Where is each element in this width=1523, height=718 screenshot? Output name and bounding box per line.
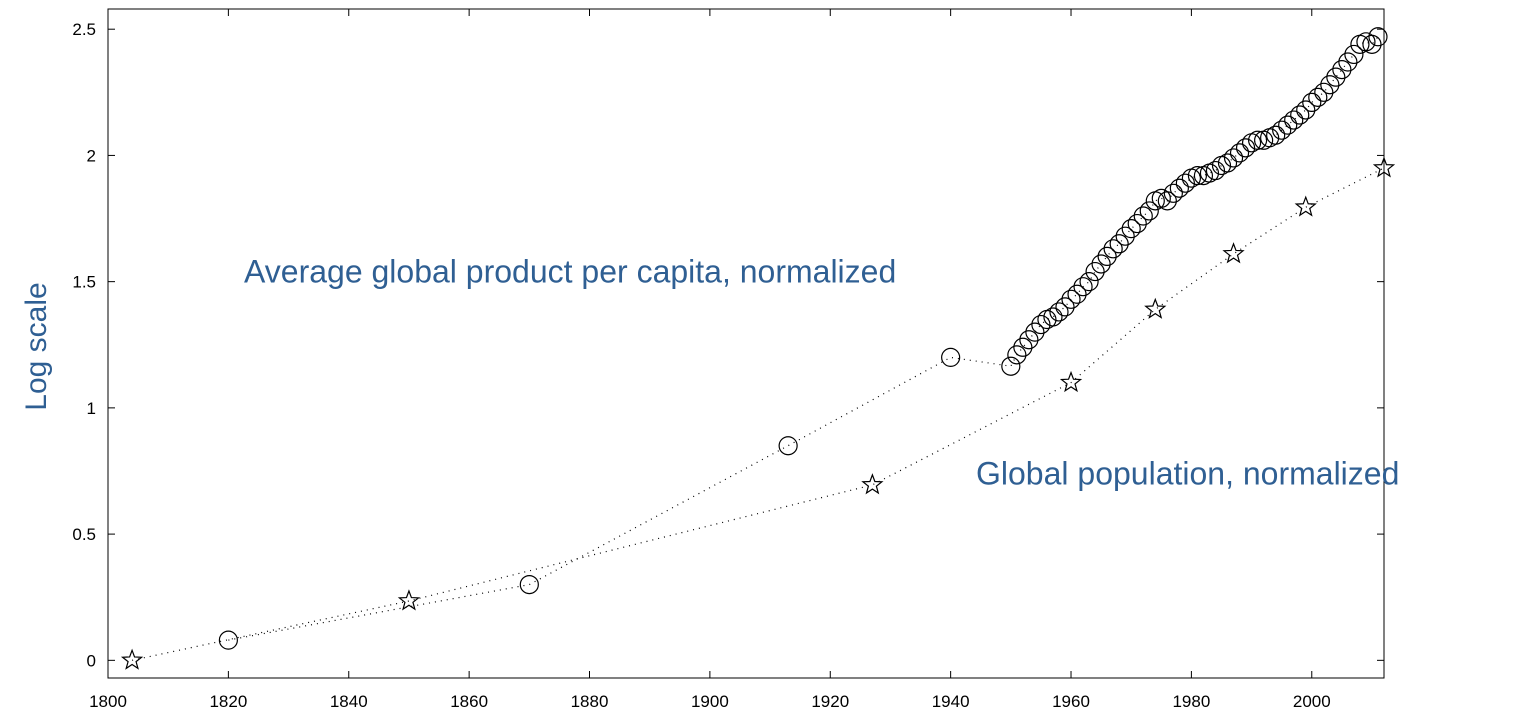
gdp-point xyxy=(1001,356,1021,376)
gdp-point xyxy=(1326,67,1346,87)
x-tick-label: 1880 xyxy=(571,692,609,711)
gdp-point xyxy=(1362,34,1382,54)
gdp-point xyxy=(1139,201,1159,221)
gdp-point xyxy=(1217,153,1238,173)
gdp-point xyxy=(1043,307,1063,327)
x-tick-label: 1960 xyxy=(1052,692,1090,711)
gdp-point xyxy=(1229,143,1250,163)
y-tick-label: 0.5 xyxy=(72,525,96,544)
y-tick-label: 1 xyxy=(87,399,96,418)
y-tick-label: 0 xyxy=(87,651,96,670)
y-axis-label: Log scale xyxy=(20,282,53,410)
gdp-point xyxy=(1031,314,1051,335)
x-axis-tick-labels: 1800 1820 1840 1860 1880 1900 1920 1940 1960 1980… xyxy=(89,692,1331,711)
y-tick-label: 1.5 xyxy=(72,273,96,292)
y-axis-tick-labels: 0 0.5 1 1.5 2 2.5 xyxy=(72,20,96,670)
gdp-point xyxy=(1205,160,1226,181)
gdp-point xyxy=(1025,322,1045,342)
gdp-point xyxy=(1344,44,1364,65)
gdp-point xyxy=(1013,337,1033,357)
gdp-point xyxy=(1272,120,1292,140)
gdp-point xyxy=(1290,105,1310,125)
gdp-point xyxy=(1103,239,1123,259)
gdp-point xyxy=(1109,234,1129,254)
gdp-point xyxy=(1338,52,1358,72)
gdp-point xyxy=(1278,115,1298,135)
gdp-point xyxy=(1097,246,1117,267)
gdp-point xyxy=(1235,138,1256,158)
axis-ticks xyxy=(107,9,1384,678)
gdp-point xyxy=(1157,191,1177,211)
gdp-point xyxy=(1007,345,1027,365)
population-point xyxy=(861,473,884,495)
gdp-point xyxy=(1049,302,1069,322)
gdp-point xyxy=(1368,27,1388,47)
y-tick-label: 2 xyxy=(87,146,96,165)
gdp-point xyxy=(1085,261,1105,282)
population-point xyxy=(1294,195,1317,217)
gdp-point xyxy=(1296,100,1316,120)
x-tick-label: 1800 xyxy=(89,692,127,711)
x-tick-label: 1940 xyxy=(932,692,970,711)
gdp-point xyxy=(519,574,539,595)
plot-area-frame xyxy=(107,8,1385,679)
x-tick-label: 1980 xyxy=(1172,692,1210,711)
gdp-point xyxy=(1308,87,1328,107)
gdp-point xyxy=(1079,272,1099,292)
gdp-point xyxy=(1055,297,1075,317)
x-tick-label: 1920 xyxy=(811,692,849,711)
gdp-point xyxy=(1133,206,1153,226)
x-tick-label: 1840 xyxy=(330,692,368,711)
gdp-point xyxy=(1314,82,1334,102)
series-gdp-markers xyxy=(218,27,1388,650)
gdp-point xyxy=(1121,219,1141,239)
population-point xyxy=(1144,297,1167,319)
gdp-point xyxy=(1091,254,1111,274)
gdp-point xyxy=(1019,330,1039,350)
gdp-point xyxy=(1163,183,1183,203)
x-tick-label: 1860 xyxy=(450,692,488,711)
gdp-point xyxy=(1073,277,1093,297)
gdp-point xyxy=(1061,289,1081,309)
gdp-point xyxy=(1067,284,1087,304)
gdp-point xyxy=(1320,75,1340,95)
gdp-point xyxy=(1248,130,1268,150)
gdp-point xyxy=(1284,110,1304,130)
x-tick-label: 2000 xyxy=(1293,692,1331,711)
y-tick-label: 2.5 xyxy=(72,20,96,39)
gdp-point xyxy=(1115,226,1135,246)
gdp-point xyxy=(1302,92,1322,113)
population-point xyxy=(120,648,144,670)
gdp-point xyxy=(941,347,961,367)
x-tick-label: 1820 xyxy=(209,692,247,711)
gdp-point xyxy=(1266,125,1286,145)
annotation-population: Global population, normalized xyxy=(976,456,1399,492)
gdp-point xyxy=(1187,166,1208,186)
population-point xyxy=(1222,242,1245,264)
population-point xyxy=(1059,370,1083,393)
gdp-point xyxy=(1175,173,1195,193)
gdp-point xyxy=(1223,148,1244,168)
x-tick-label: 1900 xyxy=(691,692,729,711)
gdp-point xyxy=(1169,178,1189,198)
population-point xyxy=(397,589,421,611)
annotation-gdp: Average global product per capita, norma… xyxy=(244,254,896,290)
gdp-point xyxy=(1332,59,1352,80)
gdp-point xyxy=(218,630,238,650)
gdp-point xyxy=(778,436,798,456)
gdp-point xyxy=(1127,213,1147,234)
